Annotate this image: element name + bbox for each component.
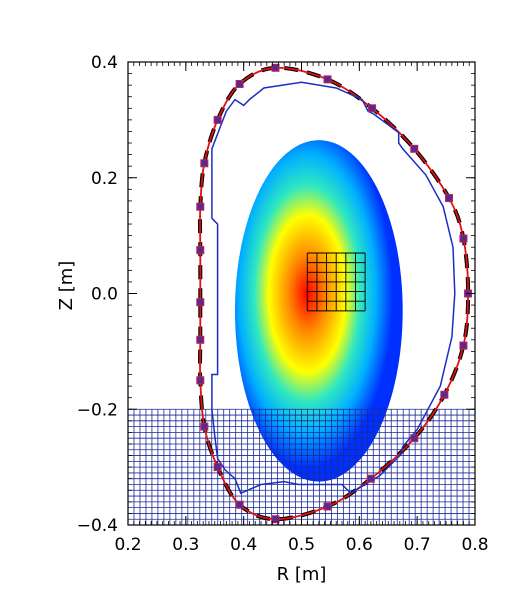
x-tick-label: 0.2 bbox=[114, 535, 141, 555]
first-wall-contour bbox=[211, 81, 456, 495]
boundary-marker bbox=[196, 246, 205, 255]
boundary-marker bbox=[200, 422, 209, 431]
boundary-marker bbox=[196, 376, 205, 385]
y-tick-label: 0.0 bbox=[91, 285, 118, 305]
boundary-marker bbox=[271, 515, 280, 524]
boundary-marker bbox=[196, 298, 205, 307]
y-tick-label: −0.2 bbox=[77, 400, 118, 420]
boundary-marker bbox=[410, 144, 419, 153]
boundary-marker bbox=[323, 75, 332, 84]
y-tick-label: 0.4 bbox=[91, 53, 118, 73]
y-axis-title: Z [m] bbox=[56, 261, 77, 311]
boundary-marker bbox=[213, 463, 222, 472]
x-tick-label: 0.7 bbox=[404, 535, 431, 555]
boundary-marker bbox=[235, 79, 244, 88]
boundary-marker bbox=[444, 194, 453, 203]
boundary-marker bbox=[235, 500, 244, 509]
x-tick-label: 0.6 bbox=[346, 535, 373, 555]
boundary-marker bbox=[271, 63, 280, 72]
boundary-marker bbox=[196, 202, 205, 211]
boundary-marker bbox=[410, 434, 419, 443]
boundary-marker bbox=[459, 234, 468, 243]
x-tick-label: 0.5 bbox=[288, 535, 315, 555]
boundary-marker bbox=[196, 335, 205, 344]
boundary-marker bbox=[366, 474, 375, 483]
x-tick-label: 0.8 bbox=[461, 535, 488, 555]
x-tick-label: 0.3 bbox=[172, 535, 199, 555]
boundary-marker bbox=[200, 159, 209, 168]
boundary-marker bbox=[440, 390, 449, 399]
y-tick-label: 0.2 bbox=[91, 169, 118, 189]
boundary-marker bbox=[213, 115, 222, 124]
x-tick-label: 0.4 bbox=[230, 535, 257, 555]
vessel-wall bbox=[211, 81, 456, 495]
boundary-marker bbox=[459, 341, 468, 350]
boundary-marker bbox=[323, 502, 332, 511]
boundary-markers bbox=[196, 63, 473, 524]
lower-coil-grid bbox=[128, 408, 475, 525]
x-axis-title: R [m] bbox=[277, 564, 327, 585]
y-tick-label: −0.4 bbox=[77, 516, 118, 536]
axes: 0.2 0.3 0.4 0.5 0.6 0.7 0.8 0.4 0.2 0.0 −0.2 −0.4 bbox=[77, 53, 489, 555]
boundary-marker bbox=[368, 104, 377, 113]
sensor-mesh bbox=[306, 252, 366, 312]
